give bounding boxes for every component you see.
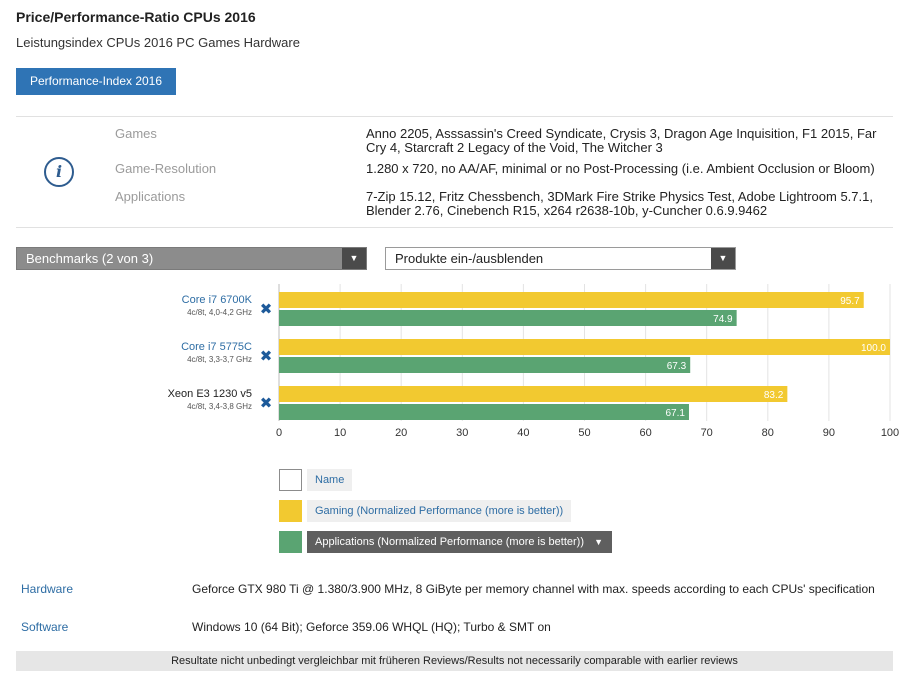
applications-bar — [279, 404, 689, 420]
x-tick-label: 30 — [456, 427, 468, 439]
hardware-value: Geforce GTX 980 Ti @ 1.380/3.900 MHz, 8 … — [192, 582, 875, 596]
benchmark-chart: Core i7 6700K 4c/8t, 4,0-4,2 GHz ✖ 95.7 74.9… — [168, 284, 899, 439]
x-tick-label: 80 — [762, 427, 774, 439]
x-tick-label: 50 — [578, 427, 590, 439]
legend-applications-text: Applications (Normalized Performance (mo… — [315, 536, 584, 548]
cpu-spec-label: 4c/8t, 3,4-3,8 GHz — [187, 402, 252, 411]
chevron-down-icon[interactable]: ▼ — [711, 248, 735, 269]
remove-icon[interactable]: ✖ — [260, 348, 273, 365]
page-title: Price/Performance-Ratio CPUs 2016 — [16, 9, 256, 25]
chevron-down-icon[interactable]: ▼ — [342, 248, 366, 269]
info-value-applications: 7-Zip 15.12, Fritz Chessbench, 3DMark Fi… — [366, 189, 873, 218]
products-toggle-dropdown[interactable]: Produkte ein-/ausblenden ▼ — [385, 247, 736, 270]
chevron-down-icon[interactable]: ▼ — [594, 537, 603, 547]
bar-value-label: 83.2 — [764, 390, 784, 401]
legend-swatch-gaming — [279, 500, 302, 522]
bar-value-label: 74.9 — [713, 314, 733, 325]
benchmarks-dropdown-label: Benchmarks (2 von 3) — [26, 251, 154, 266]
x-tick-label: 60 — [639, 427, 651, 439]
info-label-applications: Applications — [115, 189, 186, 204]
legend-swatch-applications — [279, 531, 302, 553]
x-tick-label: 20 — [395, 427, 407, 439]
applications-bar — [279, 357, 691, 373]
products-dropdown-label: Produkte ein-/ausblenden — [395, 251, 544, 266]
hardware-label[interactable]: Hardware — [21, 582, 74, 596]
software-value: Windows 10 (64 Bit); Geforce 359.06 WHQL… — [192, 620, 551, 634]
info-value-games: Anno 2205, Asssassin's Creed Syndicate, … — [366, 126, 877, 155]
info-icon: i — [44, 157, 74, 187]
performance-index-button[interactable]: Performance-Index 2016 — [16, 68, 176, 95]
cpu-name-label[interactable]: Core i7 6700K — [182, 294, 253, 306]
software-label[interactable]: Software — [21, 620, 69, 634]
x-tick-label: 10 — [334, 427, 346, 439]
cpu-name-label[interactable]: Core i7 5775C — [181, 341, 252, 353]
test-info-panel: i Games Anno 2205, Asssassin's Creed Syn… — [16, 116, 893, 228]
page-subtitle: Leistungsindex CPUs 2016 PC Games Hardwa… — [16, 35, 300, 50]
legend-label-gaming: Gaming (Normalized Performance (more is … — [307, 500, 572, 522]
bar-value-label: 95.7 — [840, 296, 860, 307]
x-tick-label: 40 — [517, 427, 529, 439]
x-tick-label: 70 — [701, 427, 713, 439]
gaming-bar — [279, 339, 890, 355]
comparability-note: Resultate nicht unbedingt vergleichbar m… — [16, 651, 893, 671]
benchmarks-dropdown[interactable]: Benchmarks (2 von 3) ▼ — [16, 247, 367, 270]
gaming-bar — [279, 292, 864, 308]
applications-bar — [279, 310, 737, 326]
bar-value-label: 67.1 — [666, 408, 686, 419]
info-label-resolution: Game-Resolution — [115, 161, 217, 176]
remove-icon[interactable]: ✖ — [260, 395, 273, 412]
cpu-name-label: Xeon E3 1230 v5 — [168, 388, 252, 400]
legend-label-applications: Applications (Normalized Performance (mo… — [307, 531, 612, 553]
bar-value-label: 67.3 — [667, 361, 687, 372]
cpu-spec-label: 4c/8t, 4,0-4,2 GHz — [187, 308, 252, 317]
x-tick-label: 90 — [823, 427, 835, 439]
x-tick-label: 0 — [276, 427, 282, 439]
legend-swatch-name — [279, 469, 302, 491]
info-label-games: Games — [115, 126, 157, 141]
gaming-bar — [279, 386, 788, 402]
cpu-spec-label: 4c/8t, 3,3-3,7 GHz — [187, 355, 252, 364]
remove-icon[interactable]: ✖ — [260, 301, 273, 318]
info-value-resolution: 1.280 x 720, no AA/AF, minimal or no Pos… — [366, 161, 875, 176]
x-tick-label: 100 — [881, 427, 899, 439]
bar-value-label: 100.0 — [861, 343, 886, 354]
legend-label-name: Name — [307, 469, 353, 491]
